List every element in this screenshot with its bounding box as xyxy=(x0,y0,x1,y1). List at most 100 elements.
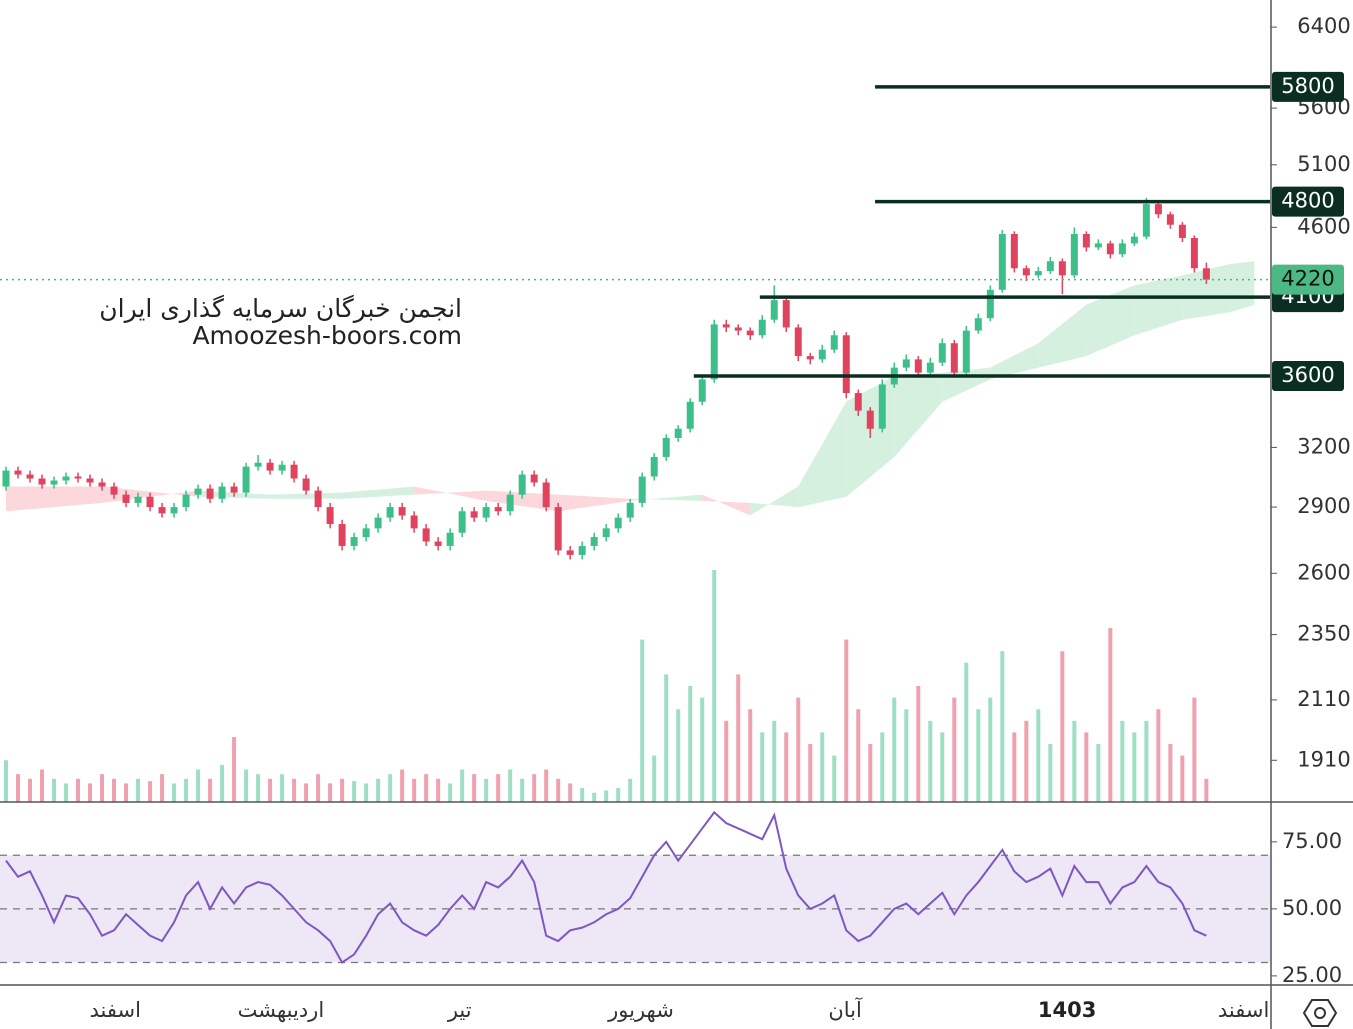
volume-bar xyxy=(100,774,105,802)
candle-body xyxy=(1166,214,1174,225)
volume-bar xyxy=(16,774,21,802)
x-tick-label: شهریور xyxy=(607,998,674,1022)
candle-body xyxy=(1070,233,1078,276)
candle-body xyxy=(350,537,358,546)
volume-bar xyxy=(4,760,9,802)
candle-body xyxy=(1118,243,1126,255)
candle-body xyxy=(1190,238,1198,269)
volume-bar xyxy=(988,697,993,802)
volume-bar xyxy=(1168,744,1173,802)
candle-body xyxy=(242,466,250,493)
x-tick-label: اسفند xyxy=(1218,998,1269,1022)
candle-body xyxy=(74,476,82,479)
volume-bar xyxy=(616,788,621,802)
volume-bar xyxy=(280,774,285,802)
volume-bar xyxy=(1096,744,1101,802)
volume-bar xyxy=(364,783,369,802)
candle-body xyxy=(974,318,982,331)
cloud-segment xyxy=(6,486,103,512)
volume-bar xyxy=(244,769,249,802)
cloud-segment xyxy=(270,492,343,499)
y-tick-label: 3200 xyxy=(1297,434,1350,458)
candle-body xyxy=(782,300,790,328)
volume-bar xyxy=(724,720,729,802)
last-price-label: 4220 xyxy=(1281,267,1334,291)
candle-body xyxy=(566,550,574,555)
volume-bar xyxy=(1192,697,1197,802)
volume-bar xyxy=(760,732,765,802)
volume-bar xyxy=(172,783,177,802)
volume-bar xyxy=(352,781,357,802)
y-tick-label: 2350 xyxy=(1297,622,1350,646)
candle-body xyxy=(578,545,586,555)
cloud-segment xyxy=(798,401,847,508)
candle-body xyxy=(422,528,430,542)
candle-body xyxy=(470,511,478,518)
volume-bar xyxy=(592,792,597,802)
layers: 6400560051004600320029002600235021101910… xyxy=(0,14,1351,1022)
volume-bar xyxy=(1156,709,1161,802)
candle-body xyxy=(1034,271,1042,276)
y-tick-label: 25.00 xyxy=(1282,963,1342,987)
candle-body xyxy=(278,464,286,471)
candle-body xyxy=(770,300,778,320)
cloud-segment xyxy=(342,486,415,499)
candle-body xyxy=(302,478,310,491)
candle-body xyxy=(698,379,706,402)
watermark: Amoozesh-boors.com xyxy=(192,321,462,350)
candle-body xyxy=(554,507,562,551)
candle-body xyxy=(818,349,826,360)
candle-body xyxy=(110,486,118,495)
candle-body xyxy=(86,478,94,483)
candle-body xyxy=(266,462,274,471)
volume-bar xyxy=(1180,755,1185,802)
volume-bar xyxy=(748,709,753,802)
volume-bar xyxy=(568,783,573,802)
volume-bar xyxy=(544,769,549,802)
y-tick-label: 2600 xyxy=(1297,560,1350,584)
volume-bar xyxy=(796,697,801,802)
candle-body xyxy=(494,507,502,512)
cloud-segment xyxy=(1086,285,1135,357)
candle-body xyxy=(410,515,418,529)
level-label-box xyxy=(1272,71,1344,102)
settings-icon[interactable] xyxy=(1302,999,1338,1027)
cloud-segment xyxy=(1182,264,1231,320)
volume-bar xyxy=(484,778,489,802)
cloud-segment xyxy=(630,494,703,501)
volume-bar xyxy=(784,732,789,802)
volume-bar xyxy=(268,778,273,802)
candle-body xyxy=(530,474,538,483)
candle-body xyxy=(1130,236,1138,244)
candle-body xyxy=(854,393,862,411)
candle-body xyxy=(230,486,238,493)
volume-bar xyxy=(640,639,645,802)
y-tick-label: 50.00 xyxy=(1282,896,1342,920)
candle-body xyxy=(518,474,526,495)
candle-body xyxy=(254,462,262,467)
volume-bar xyxy=(316,774,321,802)
volume-bar xyxy=(1036,709,1041,802)
candle-body xyxy=(434,541,442,546)
volume-bar xyxy=(736,674,741,802)
candle-body xyxy=(50,480,58,485)
volume-bar xyxy=(976,709,981,802)
candle-body xyxy=(482,507,490,518)
candle-body xyxy=(1082,233,1090,248)
volume-bar xyxy=(460,769,465,802)
volume-bar xyxy=(556,778,561,802)
candle-body xyxy=(986,289,994,319)
volume-bar xyxy=(940,732,945,802)
volume-bar xyxy=(916,686,921,802)
candle-body xyxy=(1022,268,1030,276)
volume-bar xyxy=(1120,720,1125,802)
volume-bar xyxy=(1048,744,1053,802)
candle-body xyxy=(194,488,202,495)
candle-body xyxy=(746,330,754,336)
volume-bar xyxy=(28,778,33,802)
volume-bar xyxy=(652,755,657,802)
candle-body xyxy=(878,384,886,429)
candle-body xyxy=(758,319,766,336)
candle-body xyxy=(26,474,34,479)
